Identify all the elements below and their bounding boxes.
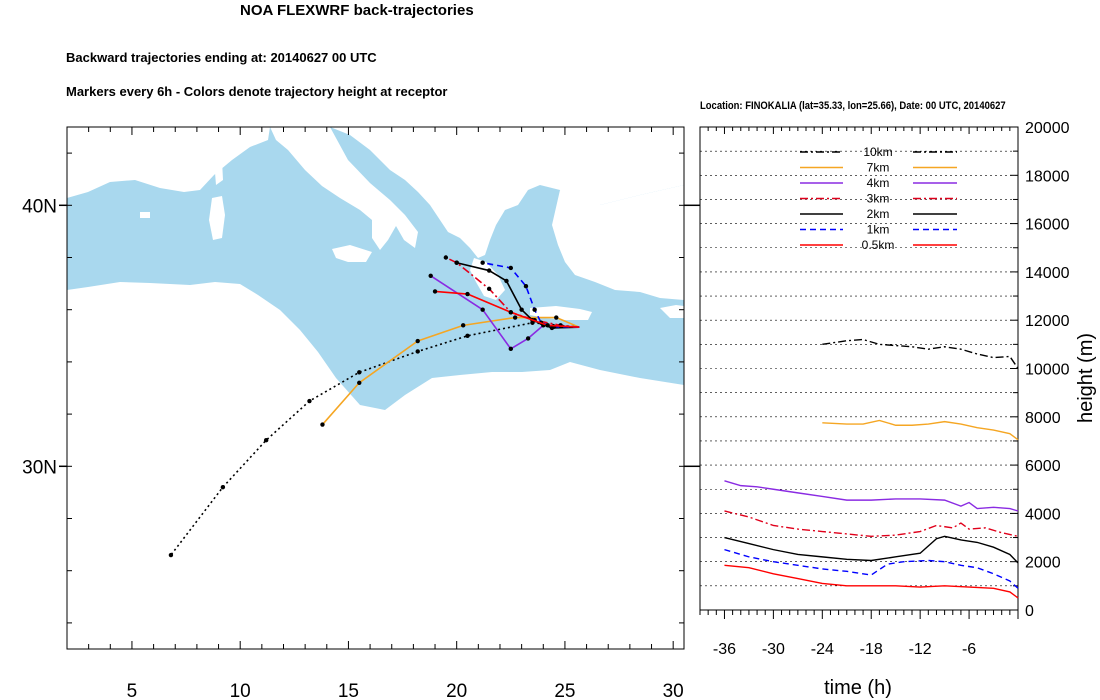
height-ytick-label: 18000 — [1025, 168, 1070, 185]
height-line-3km — [724, 510, 1019, 538]
trajectory-marker-7km — [512, 315, 518, 320]
trajectory-marker-0.5km — [465, 291, 470, 297]
trajectory-marker-10km — [168, 552, 174, 558]
height-ytick-label: 4000 — [1025, 506, 1061, 523]
trajectory-10km — [170, 321, 580, 556]
trajectory-marker-3km — [486, 286, 492, 292]
height-xtick-label: -18 — [860, 641, 883, 658]
map-xtick-label: 5 — [127, 681, 138, 700]
africa-land — [67, 282, 684, 649]
trajectory-marker-7km — [554, 315, 559, 320]
trajectory-marker-10km — [357, 370, 362, 375]
map-xtick-label: 10 — [230, 681, 251, 700]
height-line-4km — [724, 480, 1019, 512]
height-xtick-label: -36 — [713, 641, 736, 658]
trajectory-marker-1km — [523, 284, 529, 289]
map-xtick-label: 15 — [338, 681, 359, 700]
height-xtick-label: -12 — [909, 641, 932, 658]
height-ytick-label: 2000 — [1025, 555, 1061, 572]
legend-label: 1km — [867, 223, 890, 237]
sardinia-land — [209, 196, 225, 240]
height-ytick-label: 6000 — [1025, 458, 1061, 475]
trajectory-marker-7km — [357, 380, 362, 385]
balearic-land — [140, 212, 150, 218]
trajectory-marker-7km — [415, 338, 420, 344]
legend-label: 4km — [867, 176, 890, 190]
height-ytick-label: 12000 — [1025, 313, 1070, 330]
height-ytick-label: 16000 — [1025, 217, 1070, 234]
main-title: NOA FLEXWRF back-trajectories — [240, 2, 474, 19]
height-line-2km — [724, 535, 1019, 564]
trajectory-marker-10km — [465, 333, 470, 338]
height-ytick-label: 0 — [1025, 603, 1034, 620]
europe-land-west — [67, 127, 270, 198]
trajectory-marker-4km — [525, 336, 531, 341]
trajectory-marker-1km — [532, 307, 537, 312]
map-frame — [66, 126, 685, 650]
trajectory-marker-0.5km — [508, 310, 514, 315]
trajectory-marker-7km — [460, 323, 466, 328]
trajectory-marker-2km — [504, 278, 509, 284]
trajectory-marker-4km — [508, 346, 514, 352]
height-xtick-label: -24 — [811, 641, 834, 658]
subtitle-ending-date: Backward trajectories ending at: 2014062… — [66, 50, 377, 65]
height-ylabel: height (m) — [1075, 333, 1097, 423]
trajectory-marker-1km — [480, 260, 485, 265]
trajectory-marker-10km — [220, 484, 226, 490]
height-ytick-label: 14000 — [1025, 265, 1070, 282]
cyprus-land — [660, 305, 684, 318]
height-line-0.5km — [724, 564, 1019, 599]
map-ytick-label: 30N — [22, 457, 57, 478]
trajectory-map: 5 10 15 20 25 30 30N 40N — [22, 126, 700, 700]
trajectory-marker-7km — [320, 422, 325, 427]
legend-label: 3km — [867, 192, 890, 206]
height-xlabel: time (h) — [824, 677, 892, 699]
height-line-10km — [822, 338, 1019, 369]
trajectory-marker-10km — [307, 398, 312, 404]
map-xtick-label: 20 — [446, 681, 467, 700]
subtitle-markers-note: Markers every 6h - Colors denote traject… — [66, 84, 448, 99]
height-xtick-label: -6 — [962, 641, 976, 658]
height-ytick-label: 10000 — [1025, 362, 1070, 379]
map-ytick-label: 40N — [22, 196, 57, 217]
trajectory-marker-2km — [519, 307, 524, 312]
trajectory-marker-3km — [443, 255, 449, 260]
map-area — [67, 127, 684, 649]
height-line-7km — [822, 419, 1019, 441]
legend-label: 7km — [867, 161, 890, 175]
height-ytick-label: 20000 — [1025, 120, 1070, 137]
trajectory-marker-0.5km — [545, 323, 550, 328]
map-xtick-label: 25 — [554, 681, 575, 700]
balkans-land — [330, 127, 684, 258]
trajectories — [168, 255, 580, 558]
height-series — [724, 338, 1019, 599]
height-time-chart: 0 2000 4000 6000 8000 10000 12000 14000 16000 180… — [699, 120, 1097, 699]
trajectory-marker-4km — [480, 307, 485, 312]
trajectory-marker-10km — [263, 438, 269, 443]
sicily-land — [332, 245, 372, 262]
map-xtick-label: 30 — [663, 681, 684, 700]
trajectory-marker-2km — [454, 260, 459, 265]
height-ytick-label: 8000 — [1025, 410, 1061, 427]
anatolia-land — [552, 185, 684, 300]
trajectory-marker-4km — [428, 273, 433, 278]
corsica-land — [214, 160, 223, 185]
trajectory-marker-0.5km — [432, 289, 438, 294]
height-xtick-label: -30 — [762, 641, 785, 658]
legend-label: 2km — [867, 207, 890, 221]
trajectory-marker-1km — [508, 265, 514, 271]
trajectory-marker-2km — [486, 268, 492, 273]
legend-label: 0.5km — [862, 238, 895, 252]
crete-land — [530, 306, 592, 320]
italy-land — [270, 127, 418, 250]
trajectory-marker-10km — [415, 349, 420, 354]
height-line-1km — [724, 548, 1019, 589]
height-panel-title: Location: FINOKALIA (lat=35.33, lon=25.6… — [700, 100, 1006, 112]
legend-label: 10km — [863, 145, 892, 159]
land-areas — [67, 127, 684, 649]
